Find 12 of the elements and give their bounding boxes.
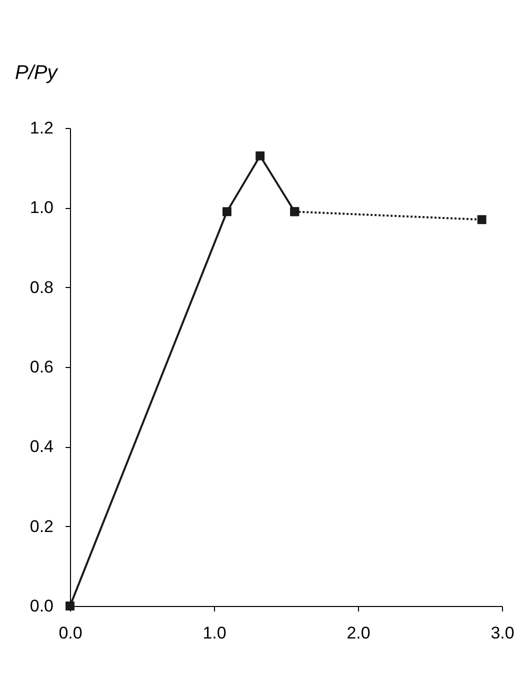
y-tick-label: 0.4 <box>30 437 54 456</box>
y-tick-label: 0.0 <box>30 596 54 616</box>
x-tick-label: 3.0 <box>490 624 514 642</box>
y-tick-label: 1.2 <box>30 118 54 138</box>
y-tick-label: 0.2 <box>30 516 54 536</box>
x-tick-label: 2.0 <box>346 624 370 642</box>
y-tick-label: 1.0 <box>30 198 54 218</box>
y-axis-title: P/Py <box>15 62 58 84</box>
x-tick-label: 1.0 <box>202 624 226 642</box>
y-tick-label: 0.6 <box>30 358 54 376</box>
x-tick-label: 0.0 <box>58 624 82 642</box>
y-tick-label: 0.8 <box>30 278 54 297</box>
